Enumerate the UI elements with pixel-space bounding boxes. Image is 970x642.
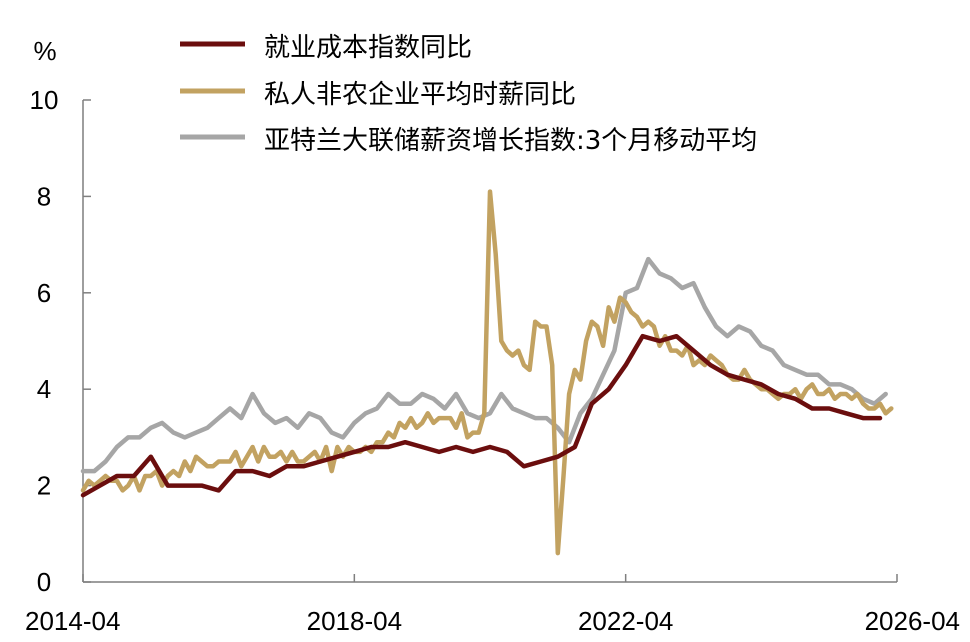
series-line-private-hourly-earnings [80,189,894,556]
y-tick-label: 8 [37,181,51,211]
y-tick-label: 4 [37,374,51,404]
legend-item-private-hourly-earnings: 私人非农企业平均时薪同比 [180,80,576,110]
axes: 0 2 4 6 8 10 2014-04 2018-04 2022-04 2026-04 [25,85,960,636]
x-tick-label: 2026-04 [865,606,960,636]
legend: 就业成本指数同比 私人非农企业平均时薪同比 亚特兰大联储薪资增长指数:3个月移动… [180,33,757,156]
x-tick-label: 2018-04 [307,606,402,636]
y-tick-label: 6 [37,278,51,308]
legend-item-atlanta-fed-wage-tracker: 亚特兰大联储薪资增长指数:3个月移动平均 [180,126,757,156]
legend-label-employment-cost-index: 就业成本指数同比 [264,33,472,63]
y-axis-unit-label: % [33,36,56,66]
legend-label-private-hourly-earnings: 私人非农企业平均时薪同比 [264,80,576,110]
series-layer [80,189,894,556]
y-tick-label: 10 [30,85,59,115]
legend-label-atlanta-fed-wage-tracker: 亚特兰大联储薪资增长指数:3个月移动平均 [264,126,757,156]
legend-item-employment-cost-index: 就业成本指数同比 [180,33,472,63]
x-tick-label: 2014-04 [25,606,120,636]
y-tick-label: 0 [37,567,51,597]
y-tick-label: 2 [37,471,51,501]
series-line-employment-cost-index [80,333,883,498]
x-tick-label: 2022-04 [578,606,673,636]
